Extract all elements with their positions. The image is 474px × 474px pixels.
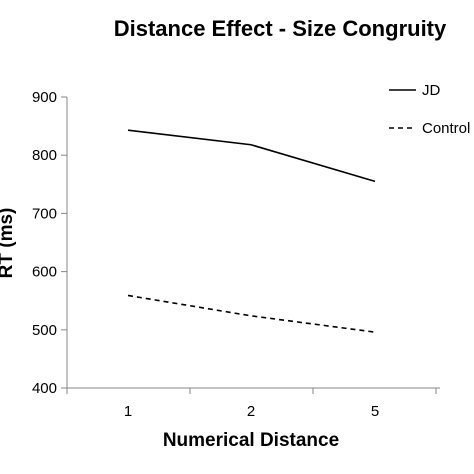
legend-label-1: Control — [422, 120, 470, 137]
x-axis: 1 2 5 — [66, 387, 440, 420]
legend-label-0: JD — [422, 82, 441, 99]
x-tick-label: 1 — [124, 403, 132, 420]
x-axis-label: Numerical Distance — [163, 430, 339, 451]
series-line-0 — [127, 129, 376, 183]
y-tick-label: 600 — [32, 264, 57, 281]
x-tick-label: 5 — [371, 403, 379, 420]
y-axis-label: RT (ms) — [0, 208, 17, 279]
y-axis: 400 500 600 700 800 900 — [32, 89, 68, 397]
series-lines — [127, 129, 376, 333]
y-tick-label: 900 — [32, 89, 57, 106]
chart-title: Distance Effect - Size Congruity — [114, 16, 447, 41]
series-line-1 — [127, 294, 376, 333]
x-tick-label: 2 — [247, 403, 255, 420]
y-tick-label: 800 — [32, 147, 57, 164]
y-tick-label: 400 — [32, 380, 57, 397]
legend: JD Control — [389, 82, 470, 137]
y-tick-label: 700 — [32, 205, 57, 222]
y-tick-label: 500 — [32, 322, 57, 339]
